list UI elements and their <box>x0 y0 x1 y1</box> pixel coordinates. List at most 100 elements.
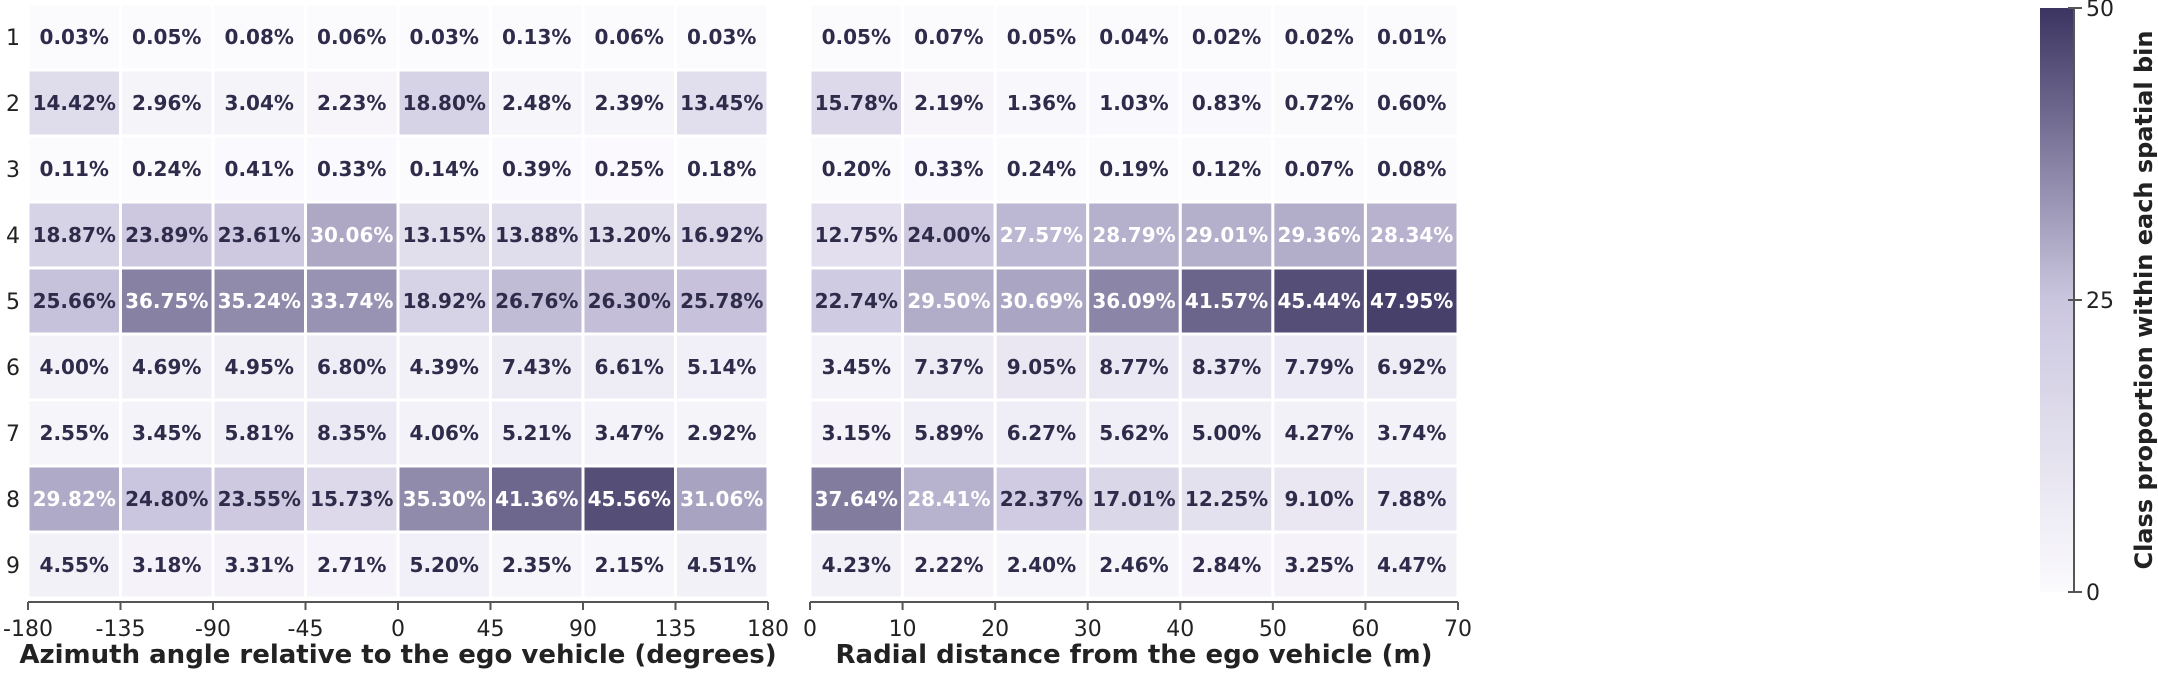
azimuth-x-tick-label: -180 <box>3 617 53 642</box>
radial-cell-r4-c2 <box>901 200 997 270</box>
azimuth-cell-label: 6.61% <box>595 355 664 379</box>
azimuth-cell-r1-c8 <box>674 2 770 72</box>
radial-cell-label: 28.34% <box>1370 223 1453 247</box>
azimuth-cell-label: 2.96% <box>132 91 201 115</box>
azimuth-cell-r7-c3 <box>211 398 307 468</box>
radial-cell-r6-c7 <box>1363 332 1460 402</box>
radial-cell-label: 37.64% <box>815 487 898 511</box>
radial-cell-label: 2.22% <box>914 553 983 577</box>
radial-heatmap-panel: 0.05% 0.07% 0.05% 0.04% 0.02% 0.02% 0.01% 15.78… <box>803 2 1472 670</box>
radial-x-tick-label: 60 <box>1351 617 1379 642</box>
radial-cell-label: 0.02% <box>1192 25 1261 49</box>
azimuth-cell-label: 13.15% <box>403 223 486 247</box>
radial-x-tick-label: 30 <box>1074 617 1102 642</box>
azimuth-cell-label: 23.89% <box>125 223 208 247</box>
radial-cell-r4-c7 <box>1363 200 1460 270</box>
radial-cell-label: 2.84% <box>1192 553 1261 577</box>
azimuth-cell-r2-c8 <box>674 68 770 138</box>
radial-cell-r3-c3 <box>993 134 1090 204</box>
azimuth-cell-label: 25.78% <box>680 289 763 313</box>
row-label: 2 <box>6 92 20 117</box>
radial-cell-r3-c5 <box>1178 134 1275 204</box>
radial-cell-label: 22.37% <box>1000 487 1083 511</box>
azimuth-cell-r6-c2 <box>119 332 215 402</box>
azimuth-cell-label: 18.92% <box>403 289 486 313</box>
colorbar-tick-label: 50 <box>2086 0 2114 22</box>
azimuth-x-tick-label: 180 <box>747 617 789 642</box>
radial-cell-label: 30.69% <box>1000 289 1083 313</box>
azimuth-cell-label: 45.56% <box>588 487 671 511</box>
radial-cell-label: 7.79% <box>1284 355 1353 379</box>
radial-cell-label: 5.89% <box>914 421 983 445</box>
row-label: 9 <box>6 554 20 579</box>
azimuth-cell-label: 0.39% <box>502 157 571 181</box>
radial-cell-r5-c5 <box>1178 266 1275 336</box>
radial-cell-label: 5.62% <box>1099 421 1168 445</box>
radial-cell-label: 8.37% <box>1192 355 1261 379</box>
radial-cell-r9-c6 <box>1271 530 1367 600</box>
radial-cell-label: 3.74% <box>1377 421 1446 445</box>
azimuth-cell-label: 14.42% <box>33 91 116 115</box>
azimuth-cell-label: 4.55% <box>40 553 109 577</box>
azimuth-cell-label: 0.24% <box>132 157 201 181</box>
azimuth-cell-label: 0.11% <box>40 157 109 181</box>
azimuth-cell-label: 25.66% <box>33 289 116 313</box>
radial-cell-r7-c1 <box>808 398 905 468</box>
azimuth-cell-r9-c4 <box>304 530 400 600</box>
azimuth-cell-label: 18.87% <box>33 223 116 247</box>
radial-cell-label: 3.25% <box>1284 553 1353 577</box>
azimuth-cell-label: 0.03% <box>410 25 479 49</box>
azimuth-cell-label: 3.45% <box>132 421 201 445</box>
azimuth-cell-label: 4.00% <box>40 355 109 379</box>
radial-cell-label: 0.07% <box>1284 157 1353 181</box>
radial-cell-r7-c3 <box>993 398 1090 468</box>
azimuth-cell-r8-c8 <box>674 464 770 534</box>
azimuth-cell-label: 29.82% <box>33 487 116 511</box>
radial-cell-label: 24.00% <box>907 223 990 247</box>
azimuth-cell-label: 36.75% <box>125 289 208 313</box>
radial-cell-r6-c1 <box>808 332 905 402</box>
radial-cell-r1-c6 <box>1271 2 1367 72</box>
azimuth-x-tick-label: -135 <box>96 617 146 642</box>
radial-cell-label: 0.07% <box>914 25 983 49</box>
azimuth-cell-label: 33.74% <box>310 289 393 313</box>
row-label: 5 <box>6 290 20 315</box>
azimuth-cell-r6-c6 <box>489 332 585 402</box>
radial-cell-label: 22.74% <box>815 289 898 313</box>
azimuth-cell-label: 4.39% <box>410 355 479 379</box>
azimuth-cell-label: 5.21% <box>502 421 571 445</box>
azimuth-cell-r3-c7 <box>581 134 677 204</box>
azimuth-cell-r9-c2 <box>119 530 215 600</box>
row-label: 7 <box>6 422 20 447</box>
azimuth-x-tick-label: -45 <box>288 617 324 642</box>
azimuth-cell-r3-c8 <box>674 134 770 204</box>
radial-cell-label: 2.40% <box>1007 553 1076 577</box>
radial-cell-label: 5.00% <box>1192 421 1261 445</box>
radial-x-tick-label: 50 <box>1259 617 1287 642</box>
radial-cell-r2-c6 <box>1271 68 1367 138</box>
azimuth-cell-label: 0.05% <box>132 25 201 49</box>
azimuth-cell-r3-c4 <box>304 134 400 204</box>
azimuth-cell-label: 35.30% <box>403 487 486 511</box>
radial-cell-label: 4.23% <box>822 553 891 577</box>
azimuth-cell-label: 23.55% <box>218 487 301 511</box>
azimuth-x-tick-label: 90 <box>569 617 597 642</box>
azimuth-cell-label: 3.04% <box>225 91 294 115</box>
radial-cell-r3-c2 <box>901 134 997 204</box>
radial-cell-label: 8.77% <box>1099 355 1168 379</box>
azimuth-cell-r7-c8 <box>674 398 770 468</box>
azimuth-cell-label: 6.80% <box>317 355 386 379</box>
azimuth-cell-label: 0.03% <box>687 25 756 49</box>
radial-x-tick-label: 0 <box>803 617 817 642</box>
radial-cell-r2-c2 <box>901 68 997 138</box>
azimuth-cell-label: 0.13% <box>502 25 571 49</box>
radial-cell-label: 2.46% <box>1099 553 1168 577</box>
row-label: 3 <box>6 158 20 183</box>
radial-cell-r7-c4 <box>1086 398 1182 468</box>
azimuth-cell-label: 2.71% <box>317 553 386 577</box>
azimuth-cell-r7-c7 <box>581 398 677 468</box>
radial-cell-label: 4.47% <box>1377 553 1446 577</box>
radial-cell-r5-c6 <box>1271 266 1367 336</box>
azimuth-cell-label: 18.80% <box>403 91 486 115</box>
radial-cell-label: 2.19% <box>914 91 983 115</box>
